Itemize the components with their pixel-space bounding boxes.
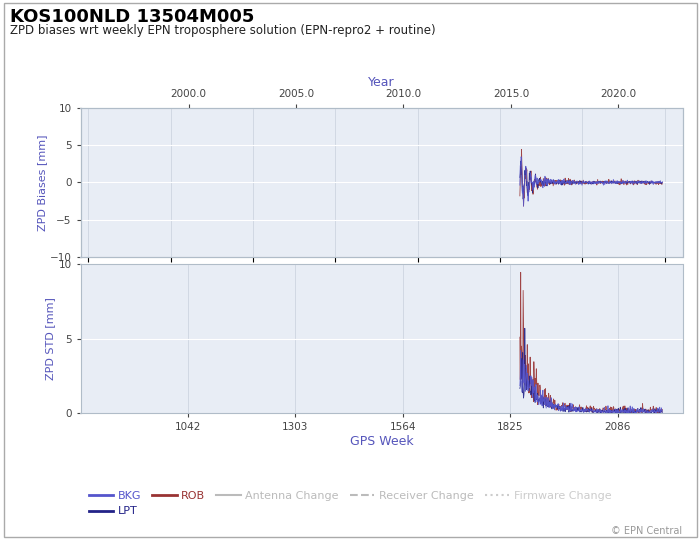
Y-axis label: ZPD Biases [mm]: ZPD Biases [mm] — [37, 134, 47, 231]
X-axis label: Year: Year — [368, 76, 395, 89]
Text: © EPN Central: © EPN Central — [611, 525, 682, 536]
Text: KOS100NLD 13504M005: KOS100NLD 13504M005 — [10, 8, 255, 26]
X-axis label: GPS Week: GPS Week — [350, 435, 413, 448]
Text: ZPD biases wrt weekly EPN troposphere solution (EPN-repro2 + routine): ZPD biases wrt weekly EPN troposphere so… — [10, 24, 436, 37]
Legend: BKG, LPT, ROB, Antenna Change, Receiver Change, Firmware Change: BKG, LPT, ROB, Antenna Change, Receiver … — [85, 487, 615, 521]
Y-axis label: ZPD STD [mm]: ZPD STD [mm] — [46, 297, 55, 380]
